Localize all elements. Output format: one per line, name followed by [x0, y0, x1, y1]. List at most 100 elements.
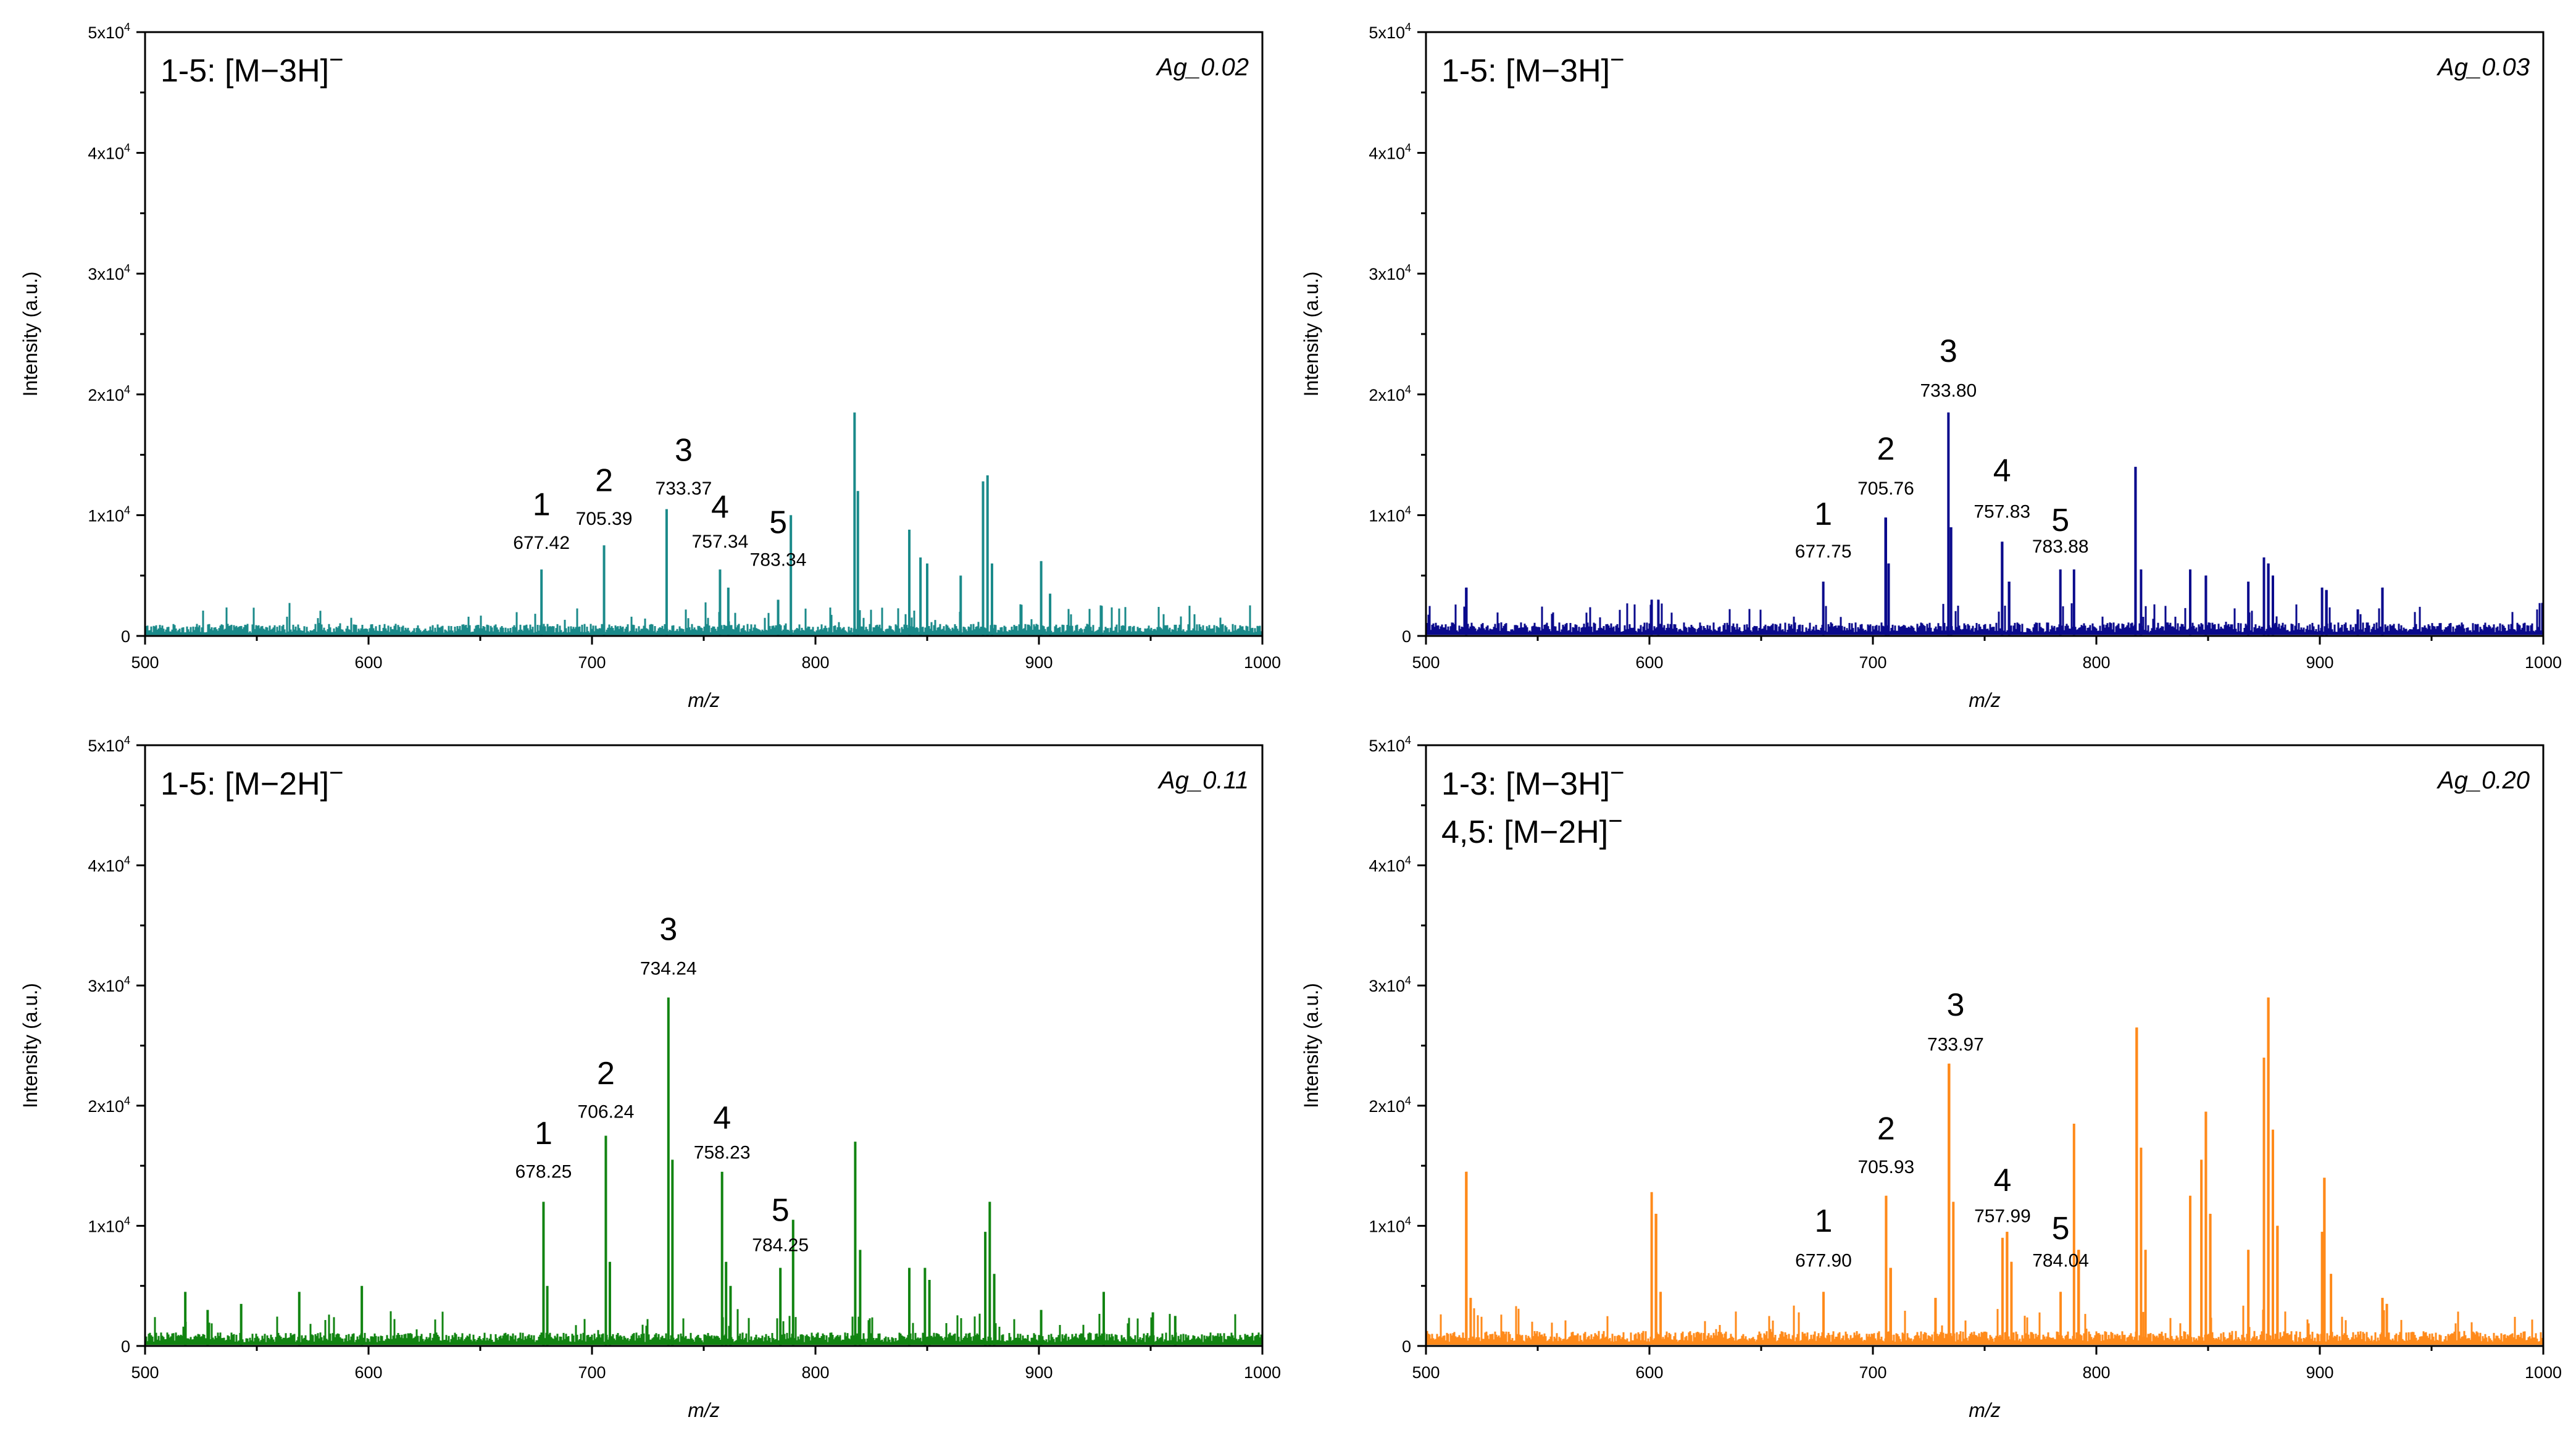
y-axis-title: Intensity (a.u.)	[1300, 272, 1322, 397]
peak-mz-label: 784.25	[752, 1235, 809, 1255]
sample-label: Ag_0.02	[1156, 54, 1249, 81]
peak-number-label: 5	[2051, 503, 2069, 538]
y-tick-label: 4x104	[1369, 854, 1411, 875]
y-axis-title: Intensity (a.u.)	[19, 983, 41, 1108]
peak-number-label: 2	[595, 462, 613, 498]
y-tick-label: 4x104	[1369, 142, 1411, 163]
x-tick-label: 700	[1859, 653, 1886, 672]
peak-mz-label: 758.23	[694, 1142, 751, 1163]
y-tick-label: 2x104	[1369, 383, 1411, 404]
y-tick-label: 5x104	[1369, 21, 1411, 42]
x-tick-label: 500	[1412, 1363, 1440, 1382]
y-tick-label: 3x104	[1369, 974, 1411, 995]
spectrum-line	[1425, 412, 2545, 635]
x-axis-title: m/z	[688, 689, 720, 711]
plot-frame	[144, 744, 1264, 1347]
x-tick-label: 500	[1412, 653, 1440, 672]
y-tick-label: 1x104	[88, 1214, 130, 1235]
peak-mz-label: 734.24	[640, 959, 697, 979]
peak-number-label: 4	[1993, 453, 2011, 489]
plot-frame	[1425, 31, 2545, 637]
peak-mz-label: 757.34	[692, 532, 749, 552]
x-tick-label: 700	[578, 653, 606, 672]
peak-mz-label: 677.90	[1795, 1251, 1852, 1271]
sample-label: Ag_0.11	[1157, 767, 1249, 794]
spectrum-line	[144, 602, 1264, 635]
peak-number-label: 1	[533, 487, 551, 522]
x-tick-label: 900	[1025, 1363, 1052, 1382]
ion-label: 1-5: [M−2H]−	[160, 759, 343, 802]
chart-panel-Ag_0.02: 500 600 700 800 900 1000 0 1x104 2x104 3x104 4x104…	[19, 21, 1281, 711]
y-tick-label: 1x104	[88, 504, 130, 525]
x-tick-label: 600	[354, 653, 382, 672]
peak-mz-label: 757.99	[1974, 1206, 2031, 1227]
y-axis-title: Intensity (a.u.)	[19, 272, 41, 397]
y-tick-label: 0	[121, 1337, 130, 1356]
ion-label: 1-5: [M−3H]−	[1441, 46, 1624, 89]
y-tick-label: 5x104	[88, 734, 130, 755]
peak-number-label: 2	[1877, 431, 1895, 467]
peak-number-label: 5	[2052, 1211, 2070, 1247]
peak-number-label: 3	[1946, 987, 1964, 1023]
peak-number-label: 5	[769, 505, 787, 541]
peak-number-label: 1	[535, 1116, 552, 1151]
ion-label: 1-3: [M−3H]−	[1441, 759, 1624, 802]
sample-label: Ag_0.03	[2436, 54, 2530, 81]
y-tick-label: 3x104	[1369, 262, 1411, 283]
peak-mz-label: 705.39	[576, 509, 633, 529]
y-axis-title: Intensity (a.u.)	[1300, 983, 1322, 1108]
spectrum-line	[144, 1309, 1264, 1345]
peak-mz-label: 784.04	[2032, 1251, 2089, 1271]
y-tick-label: 0	[1402, 1337, 1411, 1356]
x-tick-label: 800	[801, 1363, 829, 1382]
y-tick-label: 4x104	[88, 142, 130, 163]
peak-number-label: 4	[1993, 1163, 2011, 1198]
peak-number-label: 2	[1877, 1111, 1895, 1147]
peak-mz-label: 677.42	[513, 533, 570, 553]
peak-number-label: 4	[713, 1100, 731, 1136]
y-tick-label: 0	[121, 627, 130, 646]
spectrum-line	[1425, 997, 2545, 1345]
ion-label-line2: 4,5: [M−2H]−	[1441, 808, 1623, 850]
y-tick-label: 3x104	[88, 262, 130, 283]
y-tick-label: 4x104	[88, 854, 130, 875]
peak-mz-label: 783.34	[750, 550, 807, 570]
peak-mz-label: 677.75	[1795, 541, 1852, 562]
x-tick-label: 900	[2306, 653, 2333, 672]
peak-mz-label: 705.76	[1857, 478, 1914, 499]
y-tick-label: 5x104	[1369, 734, 1411, 755]
peak-number-label: 3	[675, 432, 693, 468]
x-tick-label: 900	[2306, 1363, 2333, 1382]
x-tick-label: 600	[1635, 1363, 1663, 1382]
peak-number-label: 5	[772, 1193, 790, 1229]
x-tick-label: 700	[1859, 1363, 1886, 1382]
y-tick-label: 3x104	[88, 974, 130, 995]
y-tick-label: 5x104	[88, 21, 130, 42]
x-tick-label: 600	[354, 1363, 382, 1382]
peak-mz-label: 783.88	[2032, 537, 2089, 557]
x-tick-label: 800	[801, 653, 829, 672]
x-tick-label: 1000	[1244, 653, 1281, 672]
x-axis-title: m/z	[1969, 689, 2001, 711]
x-tick-label: 600	[1635, 653, 1663, 672]
peak-mz-label: 757.83	[1974, 501, 2030, 522]
y-tick-label: 2x104	[88, 383, 130, 404]
x-tick-label: 500	[131, 1363, 159, 1382]
x-tick-label: 1000	[2525, 1363, 2562, 1382]
x-tick-label: 800	[2082, 1363, 2110, 1382]
x-tick-label: 1000	[2525, 653, 2562, 672]
x-tick-label: 700	[578, 1363, 606, 1382]
peak-mz-label: 733.97	[1927, 1034, 1984, 1055]
peak-number-label: 4	[711, 489, 729, 525]
peak-number-label: 3	[659, 911, 677, 947]
x-tick-label: 500	[131, 653, 159, 672]
x-axis-title: m/z	[688, 1399, 720, 1421]
ion-label: 1-5: [M−3H]−	[160, 46, 343, 89]
peak-number-label: 1	[1814, 496, 1832, 532]
x-axis-title: m/z	[1969, 1399, 2001, 1421]
peak-mz-label: 706.24	[578, 1101, 635, 1122]
peak-number-label: 2	[597, 1056, 615, 1092]
peak-number-label: 1	[1815, 1203, 1833, 1239]
y-tick-label: 1x104	[1369, 1214, 1411, 1235]
